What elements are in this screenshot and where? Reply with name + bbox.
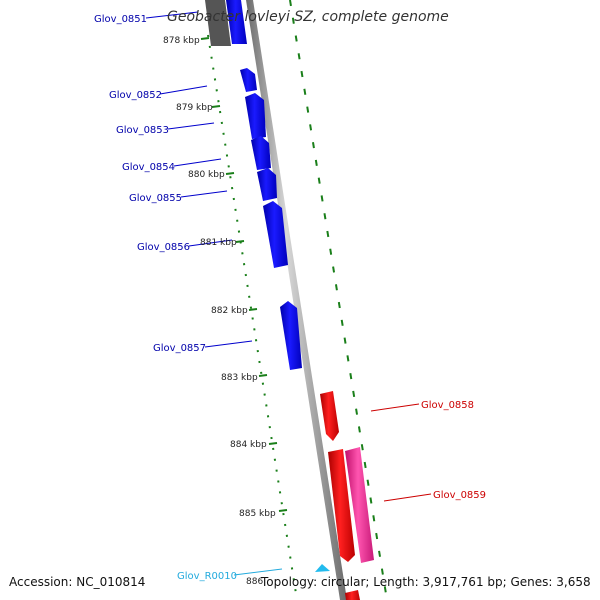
leader-glov-0851 <box>145 11 199 19</box>
gene-glov-0852[interactable] <box>240 68 257 92</box>
label-glov-0855[interactable]: Glov_0855 <box>129 193 182 204</box>
leader-glov-0857 <box>204 340 253 348</box>
label-glov-0858[interactable]: Glov_0858 <box>421 400 474 411</box>
gene-glov-0853[interactable] <box>245 93 266 139</box>
leader-glov-0856 <box>188 239 233 247</box>
tick-label-880: 880 kbp <box>188 170 225 180</box>
genome-summary-text: Topology: circular; Length: 3,917,761 bp… <box>261 575 591 589</box>
leader-glov-0852 <box>159 85 208 95</box>
map-title: Geobacter lovleyi SZ, complete genome <box>167 9 449 25</box>
tick-label-883: 883 kbp <box>221 373 258 383</box>
gene-glov-0859-red[interactable] <box>328 449 355 562</box>
tick-mark-884 <box>268 442 278 445</box>
tick-label-878: 878 kbp <box>163 36 200 46</box>
leader-glov-0859 <box>383 493 432 502</box>
gene-glov-0854[interactable] <box>251 136 271 170</box>
gene-glov-0858[interactable] <box>320 391 339 441</box>
leader-glov-0858 <box>370 403 420 412</box>
accession-text: Accession: NC_010814 <box>9 575 146 589</box>
tick-label-886: 886 <box>246 577 263 587</box>
tick-label-882: 882 kbp <box>211 306 248 316</box>
gene-glov-r0010[interactable] <box>315 564 330 572</box>
gene-glov-0851[interactable] <box>226 0 247 44</box>
tick-mark-881 <box>235 240 245 243</box>
label-glov-0857[interactable]: Glov_0857 <box>153 343 206 354</box>
label-glov-0851[interactable]: Glov_0851 <box>94 14 147 25</box>
leader-glov-0853 <box>167 122 215 130</box>
label-glov-0856[interactable]: Glov_0856 <box>137 242 190 253</box>
outer-guide-line <box>289 0 388 600</box>
tick-label-879: 879 kbp <box>176 103 213 113</box>
leader-glov-r0010 <box>233 568 283 576</box>
label-glov-0852[interactable]: Glov_0852 <box>109 90 162 101</box>
gene-glov-0851-shadow <box>205 0 231 46</box>
gene-glov-0859[interactable] <box>345 447 374 563</box>
label-glov-r0010[interactable]: Glov_R0010 <box>177 571 237 582</box>
genome-backbone <box>246 0 347 600</box>
tick-mark-879 <box>211 105 221 108</box>
gene-glov-0855[interactable] <box>257 168 277 201</box>
gene-bottom-red <box>345 590 360 600</box>
tick-mark-880 <box>225 172 235 175</box>
tick-label-881: 881 kbp <box>200 238 237 248</box>
tick-label-885: 885 kbp <box>239 509 276 519</box>
leader-glov-0854 <box>173 158 222 167</box>
label-glov-0853[interactable]: Glov_0853 <box>116 125 169 136</box>
tick-label-884: 884 kbp <box>230 440 267 450</box>
gene-glov-0856[interactable] <box>263 201 288 268</box>
gene-glov-0857[interactable] <box>280 301 302 370</box>
tick-mark-883 <box>258 374 268 377</box>
label-glov-0854[interactable]: Glov_0854 <box>122 162 175 173</box>
tick-mark-882 <box>248 308 258 311</box>
tick-mark-885 <box>278 509 288 512</box>
tick-mark-878 <box>200 37 210 40</box>
label-glov-0859[interactable]: Glov_0859 <box>433 490 486 501</box>
leader-glov-0855 <box>180 190 228 198</box>
